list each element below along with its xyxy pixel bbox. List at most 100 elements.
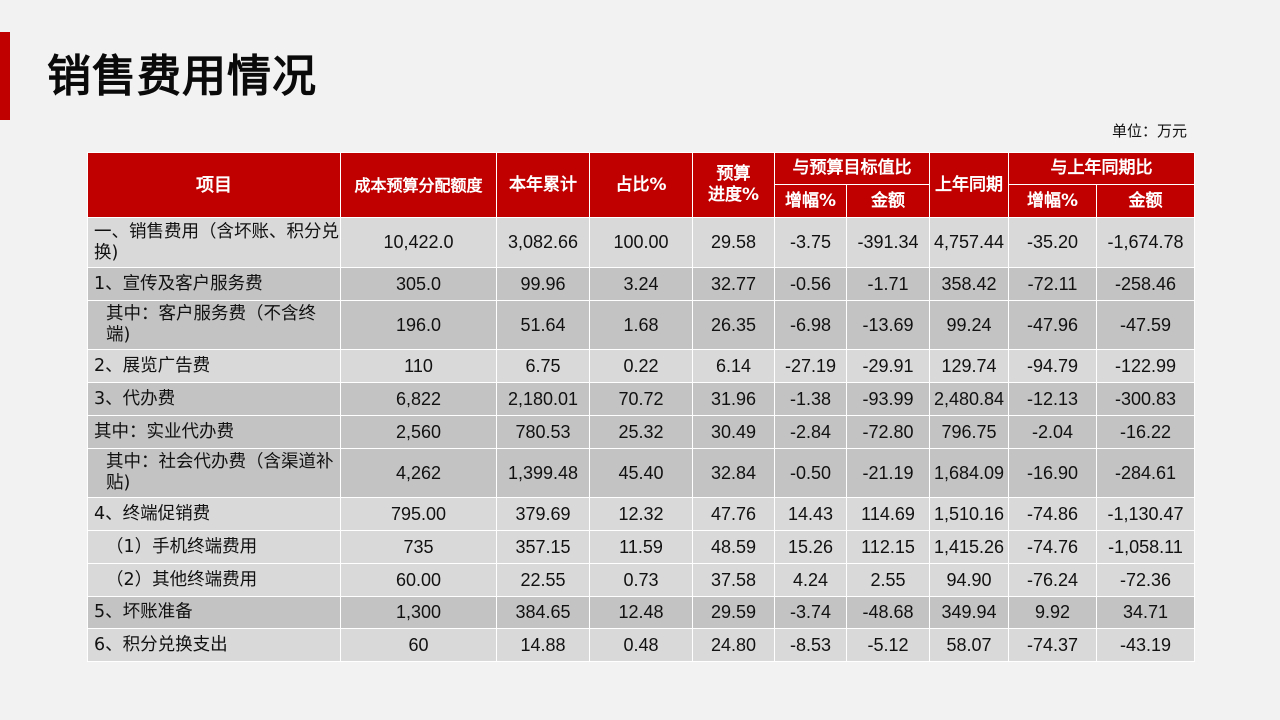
cell-item: （2）其他终端费用 (87, 563, 341, 597)
cell-vs-last-year-amount: -300.83 (1096, 382, 1195, 416)
cell-last-year: 358.42 (929, 267, 1009, 301)
cell-vs-budget-growth: -0.56 (774, 267, 847, 301)
cell-vs-budget-growth: -1.38 (774, 382, 847, 416)
table-row: 一、销售费用（含坏账、积分兑换) 10,422.0 3,082.66 100.0… (87, 217, 1195, 268)
cell-last-year: 99.24 (929, 300, 1009, 350)
cell-vs-budget-growth: -8.53 (774, 628, 847, 662)
cell-vs-last-year-growth: -74.76 (1008, 530, 1097, 564)
cell-item: 5、坏账准备 (87, 596, 341, 629)
cell-vs-budget-growth: -6.98 (774, 300, 847, 350)
col-header-vs-budget-amount: 金额 (846, 184, 930, 218)
title-accent-bar (0, 32, 10, 120)
table-row: 其中：客户服务费（不含终端) 196.0 51.64 1.68 26.35 -6… (87, 300, 1195, 350)
cell-last-year: 1,510.16 (929, 497, 1009, 531)
cell-budget-quota: 1,300 (340, 596, 497, 629)
cell-last-year: 1,684.09 (929, 448, 1009, 498)
cell-last-year: 129.74 (929, 349, 1009, 383)
cell-budget-progress: 24.80 (692, 628, 775, 662)
cell-vs-budget-amount: -13.69 (846, 300, 930, 350)
cell-share-pct: 0.73 (589, 563, 693, 597)
cell-vs-budget-amount: -5.12 (846, 628, 930, 662)
cell-share-pct: 12.32 (589, 497, 693, 531)
page-title: 销售费用情况 (47, 51, 317, 102)
cell-last-year: 1,415.26 (929, 530, 1009, 564)
cell-ytd: 384.65 (496, 596, 590, 629)
cell-vs-last-year-growth: -35.20 (1008, 217, 1097, 268)
col-header-budget-progress-line1: 预算 (716, 164, 751, 184)
cell-budget-progress: 31.96 (692, 382, 775, 416)
cell-last-year: 94.90 (929, 563, 1009, 597)
cell-vs-last-year-amount: -122.99 (1096, 349, 1195, 383)
cell-vs-last-year-amount: -1,130.47 (1096, 497, 1195, 531)
cell-budget-progress: 47.76 (692, 497, 775, 531)
cell-item: 其中：社会代办费（含渠道补贴) (87, 448, 341, 498)
cell-vs-last-year-amount: -43.19 (1096, 628, 1195, 662)
unit-label: 单位：万元 (1111, 122, 1187, 140)
cell-vs-budget-amount: 2.55 (846, 563, 930, 597)
col-header-vs-budget-group: 与预算目标值比 (774, 152, 930, 185)
cell-vs-last-year-amount: -1,674.78 (1096, 217, 1195, 268)
cell-budget-quota: 60.00 (340, 563, 497, 597)
cell-vs-budget-amount: -29.91 (846, 349, 930, 383)
cell-vs-last-year-growth: 9.92 (1008, 596, 1097, 629)
cell-vs-budget-growth: 14.43 (774, 497, 847, 531)
cell-vs-last-year-growth: -74.86 (1008, 497, 1097, 531)
cell-ytd: 1,399.48 (496, 448, 590, 498)
cell-vs-budget-growth: 15.26 (774, 530, 847, 564)
cell-vs-budget-growth: -3.75 (774, 217, 847, 268)
table-row: 其中：社会代办费（含渠道补贴) 4,262 1,399.48 45.40 32.… (87, 448, 1195, 498)
cell-budget-progress: 30.49 (692, 415, 775, 449)
cell-vs-last-year-growth: -2.04 (1008, 415, 1097, 449)
cell-vs-last-year-growth: -12.13 (1008, 382, 1097, 416)
cell-budget-progress: 48.59 (692, 530, 775, 564)
cell-item: 其中：实业代办费 (87, 415, 341, 449)
col-header-vs-last-year-amount: 金额 (1096, 184, 1195, 218)
cell-budget-quota: 60 (340, 628, 497, 662)
cell-ytd: 22.55 (496, 563, 590, 597)
col-header-budget-quota: 成本预算分配额度 (340, 152, 497, 218)
cell-last-year: 4,757.44 (929, 217, 1009, 268)
cell-budget-quota: 10,422.0 (340, 217, 497, 268)
cell-share-pct: 12.48 (589, 596, 693, 629)
cell-vs-budget-growth: -2.84 (774, 415, 847, 449)
cell-last-year: 796.75 (929, 415, 1009, 449)
cell-share-pct: 0.48 (589, 628, 693, 662)
cell-budget-quota: 4,262 (340, 448, 497, 498)
cell-last-year: 349.94 (929, 596, 1009, 629)
cell-share-pct: 25.32 (589, 415, 693, 449)
table-row: 1、宣传及客户服务费 305.0 99.96 3.24 32.77 -0.56 … (87, 267, 1195, 301)
cell-budget-progress: 29.59 (692, 596, 775, 629)
col-header-vs-last-year-growth: 增幅% (1008, 184, 1097, 218)
cell-vs-last-year-growth: -47.96 (1008, 300, 1097, 350)
cell-vs-last-year-amount: 34.71 (1096, 596, 1195, 629)
cell-budget-quota: 795.00 (340, 497, 497, 531)
sales-expense-table: 项目 成本预算分配额度 本年累计 占比% 预算 进度% 与预算目标值比 上年同期… (87, 152, 1195, 662)
cell-share-pct: 45.40 (589, 448, 693, 498)
cell-ytd: 780.53 (496, 415, 590, 449)
cell-ytd: 379.69 (496, 497, 590, 531)
cell-vs-last-year-amount: -47.59 (1096, 300, 1195, 350)
cell-budget-quota: 110 (340, 349, 497, 383)
cell-vs-budget-amount: 114.69 (846, 497, 930, 531)
col-header-budget-progress: 预算 进度% (692, 152, 775, 218)
col-header-vs-budget-growth: 增幅% (774, 184, 847, 218)
cell-vs-budget-amount: -93.99 (846, 382, 930, 416)
cell-budget-quota: 305.0 (340, 267, 497, 301)
cell-budget-progress: 26.35 (692, 300, 775, 350)
cell-vs-last-year-growth: -94.79 (1008, 349, 1097, 383)
col-header-budget-progress-line2: 进度% (707, 185, 760, 205)
cell-budget-progress: 32.77 (692, 267, 775, 301)
col-header-vs-last-year-group: 与上年同期比 (1008, 152, 1195, 185)
cell-budget-quota: 2,560 (340, 415, 497, 449)
cell-item: 其中：客户服务费（不含终端) (87, 300, 341, 350)
cell-item: 一、销售费用（含坏账、积分兑换) (87, 217, 341, 268)
col-header-share-pct: 占比% (589, 152, 693, 218)
cell-vs-budget-growth: -0.50 (774, 448, 847, 498)
cell-vs-last-year-amount: -284.61 (1096, 448, 1195, 498)
table-row: 其中：实业代办费 2,560 780.53 25.32 30.49 -2.84 … (87, 415, 1195, 449)
cell-item: 3、代办费 (87, 382, 341, 416)
cell-budget-quota: 196.0 (340, 300, 497, 350)
cell-vs-budget-amount: -21.19 (846, 448, 930, 498)
cell-vs-budget-amount: -48.68 (846, 596, 930, 629)
table-body: 一、销售费用（含坏账、积分兑换) 10,422.0 3,082.66 100.0… (87, 217, 1195, 662)
